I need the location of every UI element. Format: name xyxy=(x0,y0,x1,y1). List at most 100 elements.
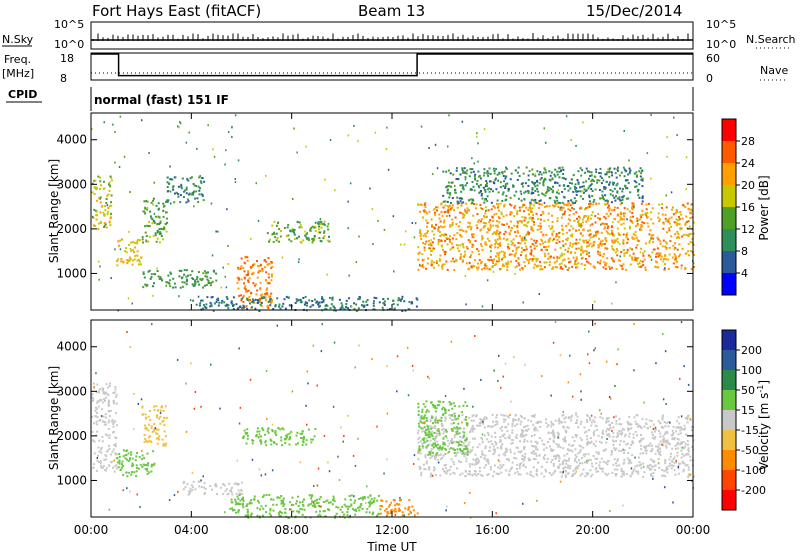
noise-cell xyxy=(347,227,349,230)
echo-cell xyxy=(539,421,542,424)
echo-cell xyxy=(280,436,283,439)
echo-cell xyxy=(355,303,358,306)
echo-cell xyxy=(556,431,559,434)
echo-cell xyxy=(417,252,420,255)
echo-cell xyxy=(619,233,622,236)
echo-cell xyxy=(458,250,461,252)
echo-cell xyxy=(469,256,472,259)
noise-cell xyxy=(225,286,228,289)
echo-cell xyxy=(369,500,372,503)
echo-cell xyxy=(422,258,425,261)
echo-cell xyxy=(525,225,528,228)
echo-cell xyxy=(544,240,547,243)
echo-cell xyxy=(469,222,472,225)
echo-cell xyxy=(249,266,252,269)
echo-cell xyxy=(331,503,334,506)
echo-cell xyxy=(640,265,643,268)
echo-cell xyxy=(635,181,638,184)
echo-cell xyxy=(591,473,594,476)
noise-cell xyxy=(374,131,377,134)
echo-cell xyxy=(567,472,570,475)
echo-cell xyxy=(114,395,117,398)
echo-cell xyxy=(278,240,280,243)
echo-cell xyxy=(532,450,535,453)
echo-cell xyxy=(671,437,674,440)
echo-cell xyxy=(552,429,554,432)
echo-cell xyxy=(218,301,221,304)
echo-cell xyxy=(510,172,513,175)
echo-cell xyxy=(687,468,690,471)
echo-cell xyxy=(516,178,519,181)
echo-cell xyxy=(484,190,487,193)
echo-cell xyxy=(577,459,580,462)
echo-cell xyxy=(159,415,162,418)
power-colorbar-label: Power [dB] xyxy=(757,175,771,240)
echo-cell xyxy=(444,239,447,242)
echo-cell xyxy=(576,467,579,470)
echo-cell xyxy=(591,236,594,239)
echo-cell xyxy=(319,514,322,517)
echo-cell xyxy=(488,180,491,183)
echo-cell xyxy=(692,243,695,246)
echo-cell xyxy=(373,300,375,303)
echo-cell xyxy=(479,207,482,210)
echo-cell xyxy=(93,186,96,189)
echo-cell xyxy=(484,212,487,215)
echo-cell xyxy=(636,223,639,226)
echo-cell xyxy=(217,299,220,301)
echo-cell xyxy=(519,190,522,193)
echo-cell xyxy=(554,458,557,460)
echo-cell xyxy=(598,440,601,443)
echo-cell xyxy=(191,283,194,286)
echo-cell xyxy=(185,186,188,189)
echo-cell xyxy=(593,430,596,433)
echo-cell xyxy=(649,464,652,467)
echo-cell xyxy=(521,236,524,239)
echo-cell xyxy=(447,169,450,172)
echo-cell xyxy=(97,446,100,449)
echo-cell xyxy=(130,250,133,253)
echo-cell xyxy=(616,169,619,172)
echo-cell xyxy=(160,409,162,412)
echo-cell xyxy=(523,440,526,443)
echo-cell xyxy=(569,260,572,263)
echo-cell xyxy=(496,202,498,205)
echo-cell xyxy=(603,203,606,206)
echo-cell xyxy=(380,505,383,508)
echo-cell xyxy=(257,436,260,439)
noise-cell xyxy=(629,171,631,173)
echo-cell xyxy=(443,464,446,467)
echo-cell xyxy=(125,471,128,474)
echo-cell xyxy=(246,432,249,434)
echo-cell xyxy=(410,301,413,304)
echo-cell xyxy=(259,298,261,300)
echo-cell xyxy=(156,237,159,240)
echo-cell xyxy=(332,305,335,308)
echo-cell xyxy=(382,302,385,305)
echo-cell xyxy=(456,247,459,250)
echo-cell xyxy=(601,222,604,225)
echo-cell xyxy=(144,437,147,440)
echo-cell xyxy=(425,219,428,222)
echo-cell xyxy=(95,411,98,414)
echo-cell xyxy=(526,231,529,234)
echo-cell xyxy=(560,169,563,172)
echo-cell xyxy=(114,445,117,448)
echo-cell xyxy=(562,438,565,441)
echo-cell xyxy=(208,282,211,284)
echo-cell xyxy=(93,208,96,211)
echo-cell xyxy=(461,167,464,170)
echo-cell xyxy=(462,170,465,173)
echo-cell xyxy=(156,270,159,272)
echo-cell xyxy=(568,266,571,269)
echo-cell xyxy=(683,428,686,430)
echo-cell xyxy=(610,209,613,212)
echo-cell xyxy=(540,177,543,180)
echo-cell xyxy=(250,512,253,515)
echo-cell xyxy=(535,421,538,424)
echo-cell xyxy=(302,441,305,444)
echo-cell xyxy=(144,207,147,210)
echo-cell xyxy=(519,473,522,476)
echo-cell xyxy=(693,475,695,478)
echo-cell xyxy=(198,176,201,179)
